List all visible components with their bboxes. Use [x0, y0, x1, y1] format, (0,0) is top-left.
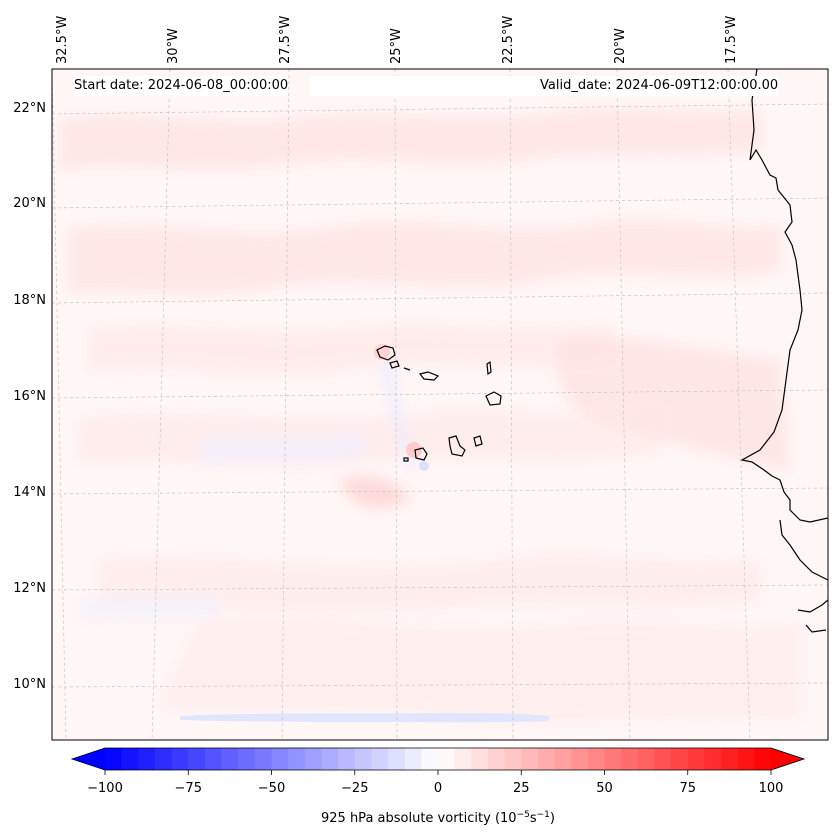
- colorbar-bin: [404, 748, 422, 770]
- colorbar-bin: [721, 748, 739, 770]
- colorbar-tick-label: 50: [596, 781, 613, 796]
- colorbar-bin: [338, 748, 356, 770]
- colorbar-bin: [121, 748, 139, 770]
- colorbar-bin: [604, 748, 622, 770]
- colorbar-bin: [371, 748, 389, 770]
- colorbar-bin: [454, 748, 472, 770]
- graticule: [52, 69, 828, 740]
- colorbar-bin: [471, 748, 489, 770]
- lon-label: 30°W: [166, 28, 181, 64]
- colorbar-bin: [587, 748, 605, 770]
- colorbar-tick-label: 25: [513, 781, 530, 796]
- colorbar-bins: [105, 748, 772, 770]
- latitude-labels: 22°N 20°N 18°N 16°N 14°N 12°N 10°N: [13, 101, 46, 692]
- colorbar-bin: [138, 748, 156, 770]
- lon-label: 17.5°W: [724, 16, 739, 64]
- lat-label: 18°N: [13, 293, 46, 308]
- colorbar-bin: [621, 748, 639, 770]
- colorbar-bin: [637, 748, 655, 770]
- start-date-label: Start date: 2024-06-08_00:00:00: [74, 76, 289, 96]
- lat-label: 22°N: [13, 101, 46, 116]
- colorbar-bin: [204, 748, 222, 770]
- colorbar-bin: [487, 748, 505, 770]
- lat-label: 10°N: [13, 677, 46, 692]
- colorbar-bin: [654, 748, 672, 770]
- cape-verde-islands: [376, 345, 502, 462]
- colorbar-bin: [571, 748, 589, 770]
- colorbar-bin: [754, 748, 772, 770]
- colorbar-tick-label: 75: [679, 781, 696, 796]
- colorbar-tick-label: 100: [759, 781, 784, 796]
- colorbar-bin: [537, 748, 555, 770]
- colorbar-bin: [188, 748, 206, 770]
- colorbar-bin: [154, 748, 172, 770]
- lon-label: 22.5°W: [501, 16, 516, 64]
- coastline-africa: [740, 69, 828, 633]
- lat-label: 20°N: [13, 196, 46, 211]
- colorbar-bin: [238, 748, 256, 770]
- map-frame: [51, 68, 829, 741]
- colorbar-bin: [288, 748, 306, 770]
- colorbar-ticks: [104, 770, 772, 775]
- colorbar-bin: [254, 748, 272, 770]
- colorbar-bin: [521, 748, 539, 770]
- colorbar-max-arrow: [771, 748, 804, 770]
- colorbar-bin: [737, 748, 755, 770]
- colorbar-bin: [554, 748, 572, 770]
- lon-label: 32.5°W: [55, 16, 70, 64]
- colorbar-label: 925 hPa absolute vorticity (10−5s−1): [321, 810, 555, 826]
- header-band: [310, 76, 540, 96]
- colorbar-tick-label: −50: [258, 781, 285, 796]
- colorbar-bin: [354, 748, 372, 770]
- colorbar-bin: [438, 748, 456, 770]
- colorbar-bin: [671, 748, 689, 770]
- lon-label: 27.5°W: [278, 16, 293, 64]
- colorbar: −100 −75 −50 −25 0 25 50 75 100 925 hPa …: [70, 747, 806, 826]
- longitude-labels: 32.5°W 30°W 27.5°W 25°W 22.5°W 20°W 17.5…: [55, 16, 739, 64]
- colorbar-tick-label: 0: [434, 781, 442, 796]
- colorbar-bin: [704, 748, 722, 770]
- colorbar-bin: [421, 748, 439, 770]
- lat-label: 14°N: [13, 485, 46, 500]
- vorticity-shading: [60, 108, 800, 721]
- colorbar-min-arrow: [72, 748, 105, 770]
- colorbar-tick-label: −100: [87, 781, 123, 796]
- colorbar-bin: [504, 748, 522, 770]
- colorbar-bin: [171, 748, 189, 770]
- colorbar-bin: [221, 748, 239, 770]
- lat-label: 12°N: [13, 581, 46, 596]
- colorbar-bin: [105, 748, 123, 770]
- colorbar-bin: [304, 748, 322, 770]
- colorbar-bin: [388, 748, 406, 770]
- lat-label: 16°N: [13, 389, 46, 404]
- vorticity-field: [52, 69, 828, 740]
- valid-date-label: Valid_date: 2024-06-09T12:00:00.00: [540, 76, 779, 96]
- colorbar-bin: [321, 748, 339, 770]
- lon-label: 25°W: [389, 28, 404, 64]
- colorbar-bin: [687, 748, 705, 770]
- colorbar-bin: [271, 748, 289, 770]
- colorbar-tick-label: −75: [175, 781, 202, 796]
- lon-label: 20°W: [613, 28, 628, 64]
- colorbar-tick-label: −25: [341, 781, 368, 796]
